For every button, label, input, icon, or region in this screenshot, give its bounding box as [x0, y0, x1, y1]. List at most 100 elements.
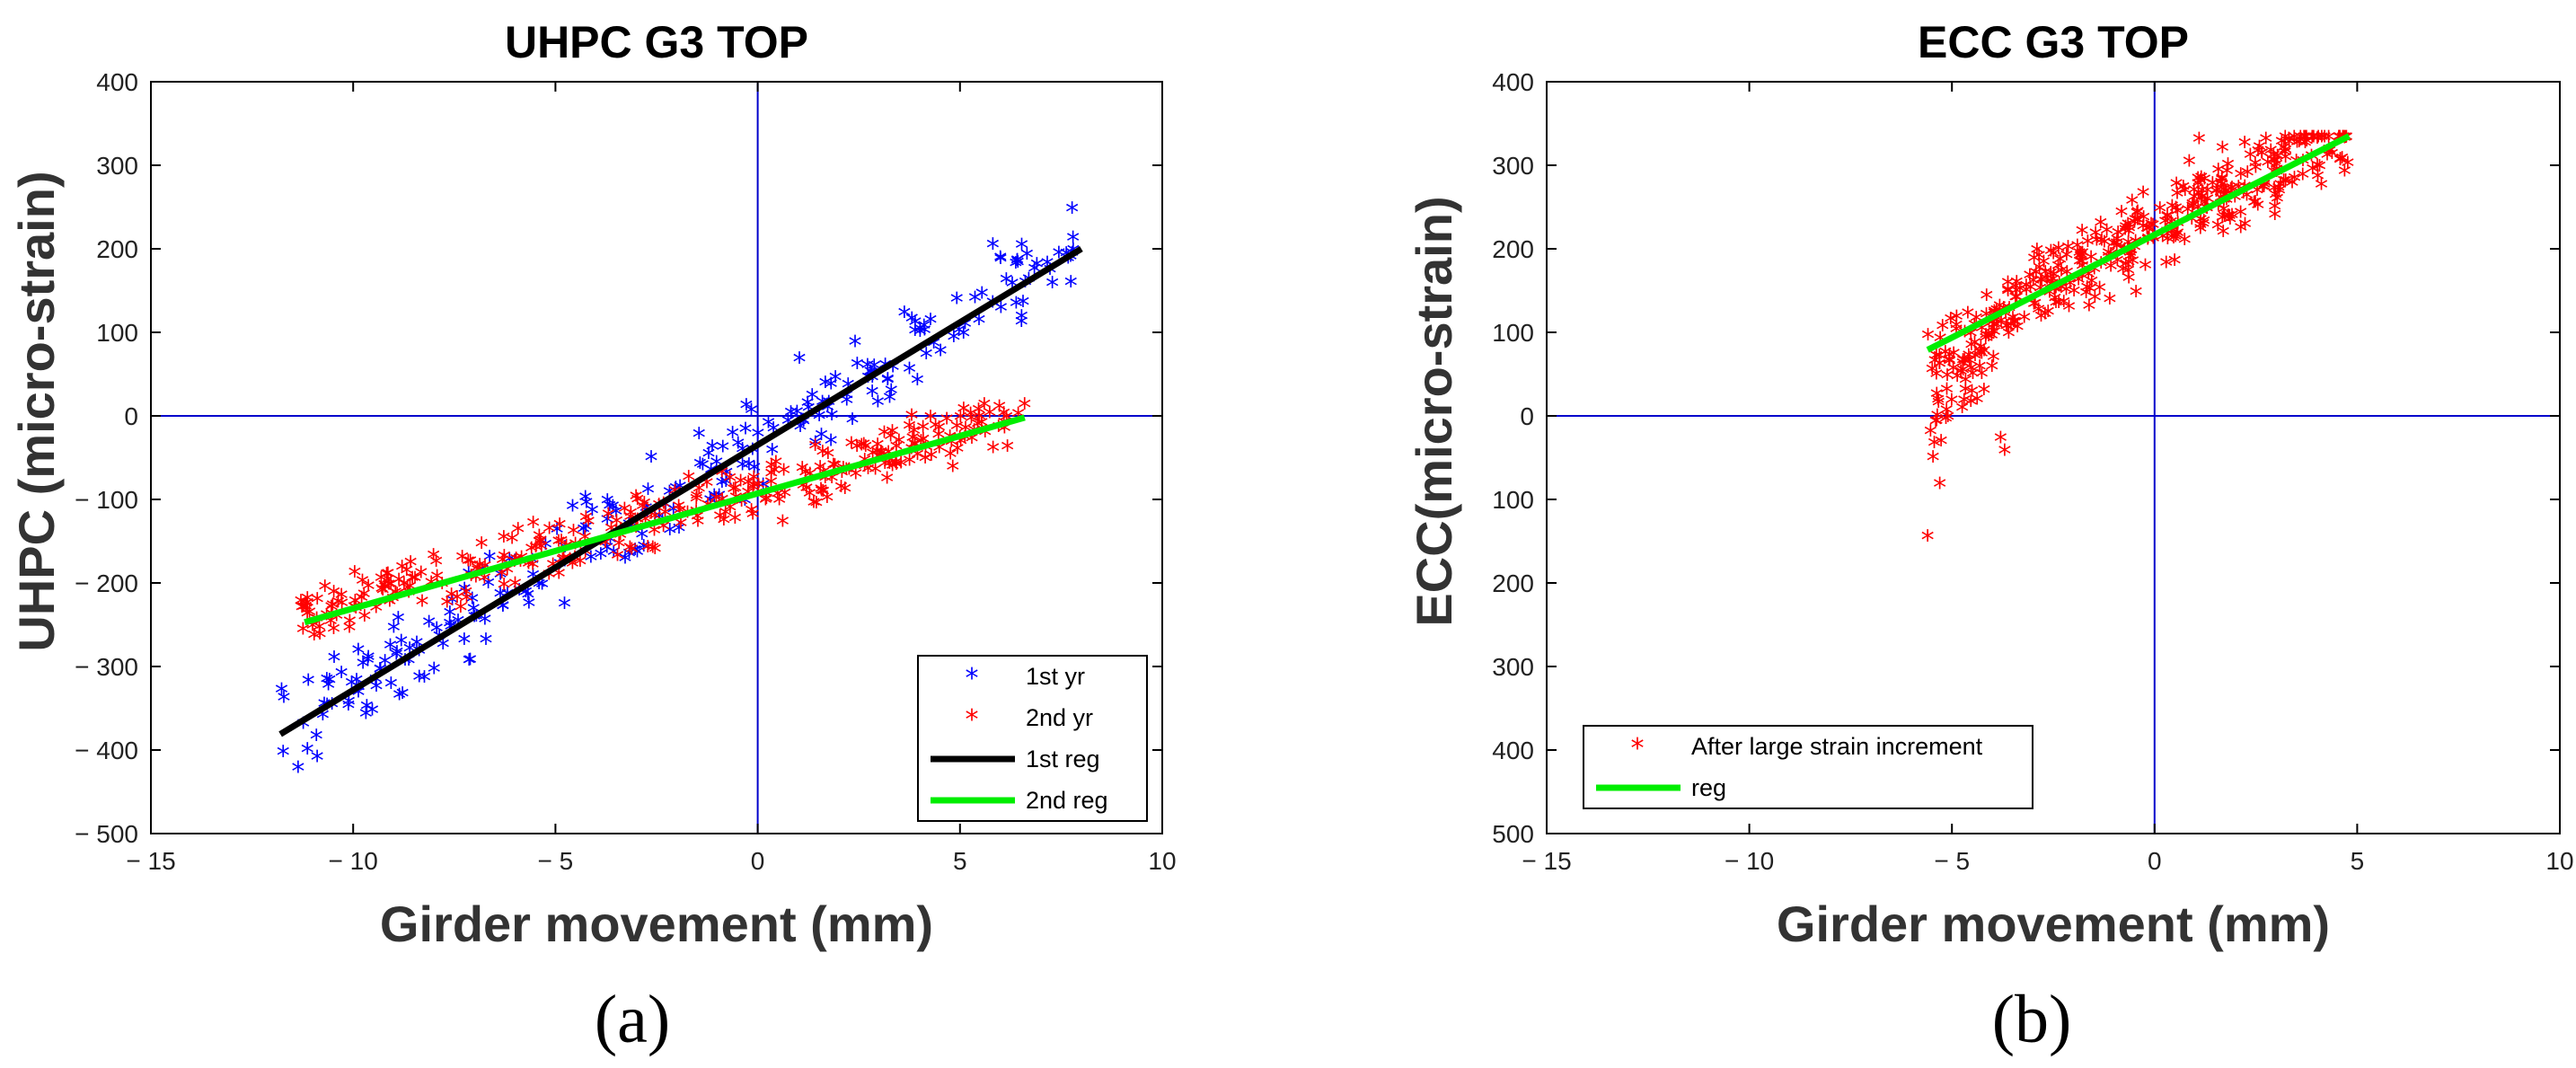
- data-point: *: [2333, 148, 2347, 180]
- x-tick-label: 5: [953, 847, 967, 875]
- x-tick-label: 0: [2148, 847, 2162, 875]
- data-point: *: [631, 489, 644, 520]
- data-point: *: [601, 490, 614, 521]
- data-point: *: [947, 325, 960, 357]
- data-point: *: [2130, 208, 2144, 240]
- data-point: *: [584, 546, 597, 578]
- data-point: *: [1988, 321, 2001, 352]
- data-point: *: [1930, 404, 1944, 436]
- data-point: *: [2267, 177, 2280, 208]
- data-point: *: [465, 587, 479, 619]
- data-point: *: [705, 436, 719, 467]
- data-point: *: [2214, 171, 2228, 202]
- data-point: *: [2277, 170, 2290, 201]
- data-point: *: [2217, 220, 2230, 252]
- data-point: *: [2122, 259, 2135, 290]
- data-point: *: [2216, 207, 2229, 238]
- data-point: *: [1959, 378, 1972, 410]
- y-tick-label: 100: [96, 319, 138, 347]
- data-point: *: [1964, 333, 1978, 365]
- data-point: *: [579, 491, 593, 523]
- data-point: *: [986, 234, 1000, 265]
- data-point: *: [301, 602, 314, 633]
- data-point: *: [1935, 430, 1948, 462]
- data-point: *: [2128, 211, 2141, 243]
- data-point: *: [2178, 179, 2192, 210]
- data-point: *: [917, 314, 931, 346]
- data-point: *: [1064, 271, 1078, 303]
- data-point: *: [723, 467, 737, 499]
- data-point: *: [924, 309, 938, 340]
- data-point: *: [2122, 217, 2136, 249]
- data-point: *: [904, 404, 918, 436]
- data-point: *: [1956, 352, 1970, 384]
- data-point: *: [623, 536, 637, 568]
- data-point: *: [404, 552, 418, 583]
- data-point: *: [2192, 167, 2205, 199]
- data-point: *: [2279, 139, 2292, 171]
- data-point: *: [2001, 278, 2015, 310]
- data-point: *: [2083, 278, 2096, 309]
- data-point: *: [2090, 229, 2104, 260]
- data-point: *: [2034, 305, 2048, 336]
- data-point: *: [716, 436, 729, 467]
- data-point: *: [2124, 244, 2138, 276]
- x-tick-label: − 5: [1934, 847, 1970, 875]
- data-point: *: [742, 454, 755, 485]
- data-point: *: [747, 466, 761, 498]
- data-point: *: [2008, 276, 2022, 307]
- data-point: *: [327, 581, 340, 613]
- data-point: *: [1999, 315, 2013, 347]
- data-point: *: [613, 533, 626, 564]
- data-point: *: [855, 434, 869, 465]
- data-point: *: [611, 544, 624, 576]
- data-point: *: [880, 467, 894, 499]
- data-point: *: [2216, 137, 2229, 168]
- data-point: *: [904, 437, 918, 469]
- x-tick-label: 5: [2351, 847, 2365, 875]
- data-point: *: [916, 416, 930, 447]
- data-point: *: [702, 442, 716, 473]
- data-point: *: [1963, 349, 1976, 381]
- data-point: *: [816, 440, 829, 472]
- data-point: *: [1933, 352, 1946, 384]
- legend-marker: *: [966, 663, 979, 694]
- data-point: *: [2002, 322, 2016, 354]
- legend: * After large strain increment reg: [1583, 725, 2033, 809]
- data-point: *: [2288, 166, 2301, 198]
- data-point: *: [543, 517, 556, 549]
- data-point: *: [1010, 249, 1024, 280]
- data-point: *: [511, 518, 525, 550]
- data-point: *: [2340, 126, 2353, 157]
- data-point: *: [2076, 220, 2089, 252]
- data-point: *: [2159, 252, 2173, 283]
- data-point: *: [526, 511, 540, 543]
- data-point: *: [311, 587, 324, 619]
- data-point: *: [2268, 196, 2281, 227]
- data-point: *: [360, 695, 374, 727]
- data-point: *: [629, 539, 642, 570]
- data-point: *: [1929, 345, 1943, 376]
- data-point: *: [1973, 356, 1987, 387]
- data-point: *: [747, 456, 761, 488]
- legend-entry: reg: [1596, 774, 1726, 801]
- data-point: *: [1950, 305, 1963, 337]
- data-point: *: [1964, 357, 1978, 389]
- scatter-series: ****************************************…: [1921, 126, 2355, 557]
- data-point: *: [799, 477, 813, 508]
- data-point: *: [375, 567, 388, 598]
- regression-line: [304, 414, 1026, 626]
- data-point: *: [296, 618, 310, 649]
- data-point: *: [903, 449, 916, 481]
- data-point: *: [2161, 228, 2175, 260]
- data-point: *: [1940, 378, 1954, 410]
- data-point: *: [400, 559, 413, 590]
- data-point: *: [767, 459, 781, 490]
- data-point: *: [2176, 176, 2190, 207]
- data-point: *: [681, 501, 694, 533]
- data-point: *: [641, 478, 655, 509]
- data-point: *: [993, 246, 1007, 278]
- data-point: *: [318, 576, 331, 607]
- data-point: *: [2244, 144, 2257, 175]
- x-tick-label: 0: [751, 847, 765, 875]
